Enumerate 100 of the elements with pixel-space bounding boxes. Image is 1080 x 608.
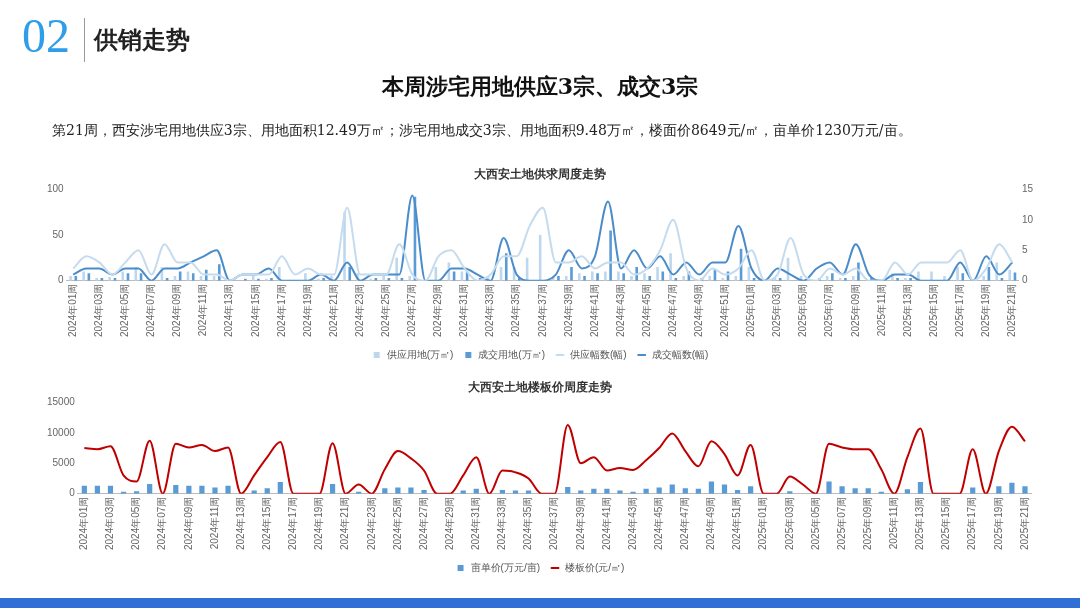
bar [304, 273, 307, 281]
bar [421, 489, 427, 494]
y2-tick-label: 5 [1021, 243, 1028, 255]
bar [173, 485, 179, 494]
bar [617, 271, 620, 281]
x-tick-label: 2024年49周 [705, 496, 717, 551]
bar [108, 276, 112, 281]
x-tick-label: 2024年09周 [182, 496, 194, 551]
bar [930, 271, 933, 281]
x-tick-label: 2024年47周 [666, 283, 678, 338]
x-tick-label: 2024年33周 [496, 496, 508, 551]
x-tick-label: 2024年31周 [458, 283, 470, 338]
x-tick-label: 2024年43周 [614, 283, 626, 338]
bar [277, 482, 283, 494]
chart-title: 大西安土地楼板价周度走势 [468, 379, 612, 394]
x-tick-label: 2024年19周 [313, 496, 325, 551]
x-tick-label: 2024年27周 [417, 496, 429, 551]
x-tick-label: 2024年07周 [156, 496, 168, 551]
bar [583, 276, 586, 281]
x-tick-label: 2025年13周 [914, 496, 926, 551]
bar [578, 273, 581, 281]
y-tick-label: 0 [58, 274, 65, 286]
y-tick-label: 5000 [52, 456, 76, 468]
x-tick-label: 2025年21周 [1006, 283, 1018, 338]
x-tick-label: 2025年03周 [771, 283, 783, 338]
x-tick-label: 2024年15周 [260, 496, 272, 551]
bar [708, 481, 715, 494]
x-tick-label: 2024年07周 [145, 283, 157, 338]
text: 供销走势 [94, 25, 190, 56]
x-tick-label: 2025年11周 [888, 496, 900, 550]
x-tick-label: 2025年11周 [875, 283, 887, 337]
y2-tick-label: 0 [1021, 274, 1028, 286]
bar [622, 273, 625, 281]
x-tick-label: 2024年11周 [197, 283, 209, 337]
x-tick-label: 2024年37周 [536, 283, 548, 338]
bar [656, 266, 659, 281]
x-tick-label: 2024年09周 [171, 283, 183, 338]
x-tick-label: 2024年33周 [484, 283, 496, 338]
bar [408, 276, 412, 281]
x-tick-label: 2025年05周 [809, 496, 821, 551]
x-tick-label: 2024年05周 [130, 496, 142, 551]
x-tick-label: 2024年41周 [600, 496, 612, 551]
x-tick-label: 2024年43周 [626, 496, 638, 551]
x-tick-label: 2024年39周 [574, 496, 586, 551]
x-tick-label: 2024年11周 [208, 496, 220, 550]
x-tick-label: 2025年21周 [1018, 496, 1030, 551]
y-tick-label: 0 [69, 487, 76, 499]
bar [570, 266, 573, 281]
x-tick-label: 2025年17周 [966, 496, 978, 551]
x-tick-label: 2024年23周 [353, 283, 365, 338]
x-tick-label: 2025年13周 [901, 283, 913, 338]
bar [851, 276, 855, 281]
bar [564, 276, 568, 281]
x-tick-label: 2024年03周 [104, 496, 116, 551]
bar [604, 488, 610, 494]
x-tick-label: 2024年13周 [223, 283, 235, 338]
x-tick-label: 2024年25周 [380, 283, 392, 338]
x-tick-label: 2024年05周 [119, 283, 131, 338]
text: 02 [22, 8, 70, 63]
x-tick-label: 2024年21周 [339, 496, 351, 551]
bar [661, 271, 665, 281]
legend-label: 成交幅数(幅) [651, 348, 709, 360]
bar [82, 271, 85, 281]
x-tick-label: 2024年41周 [588, 283, 600, 338]
text: 本周涉宅用地供应3宗、成交3宗 [380, 72, 700, 101]
x-tick-label: 2025年09周 [849, 283, 861, 338]
legend-label: 楼板价(元/㎡) [565, 561, 625, 573]
bar [199, 485, 205, 494]
x-tick-label: 2024年45周 [640, 283, 652, 338]
bar [904, 489, 911, 494]
bar [956, 266, 959, 281]
x-tick-label: 2024年27周 [406, 283, 418, 338]
x-tick-label: 2024年37周 [548, 496, 560, 551]
bar [348, 266, 352, 281]
y2-tick-label: 15 [1021, 183, 1034, 195]
x-tick-label: 2024年15周 [249, 283, 261, 338]
x-tick-label: 2025年03周 [783, 496, 795, 551]
x-tick-label: 2024年45周 [652, 496, 664, 551]
x-tick-label: 2025年09周 [861, 496, 873, 551]
x-tick-label: 2025年15周 [927, 283, 939, 338]
bar [1009, 482, 1015, 494]
legend-label: 成交用地(万㎡) [478, 348, 546, 360]
x-tick-label: 2024年17周 [287, 496, 299, 551]
x-tick-label: 2024年19周 [301, 283, 313, 338]
x-tick-label: 2024年35周 [510, 283, 522, 338]
bar [1008, 269, 1012, 281]
bar [826, 481, 832, 494]
bar [917, 482, 924, 494]
bar [591, 271, 594, 281]
x-tick-label: 2025年01周 [757, 496, 769, 551]
y-tick-label: 100 [47, 183, 65, 195]
bar [408, 487, 414, 494]
bar [839, 486, 845, 494]
x-tick-label: 2024年29周 [432, 283, 444, 338]
bar [682, 276, 685, 281]
x-tick-label: 2024年13周 [234, 496, 246, 551]
x-tick-label: 2024年23周 [365, 496, 377, 551]
bar [604, 271, 607, 281]
bar [961, 273, 965, 281]
bar [648, 276, 652, 281]
